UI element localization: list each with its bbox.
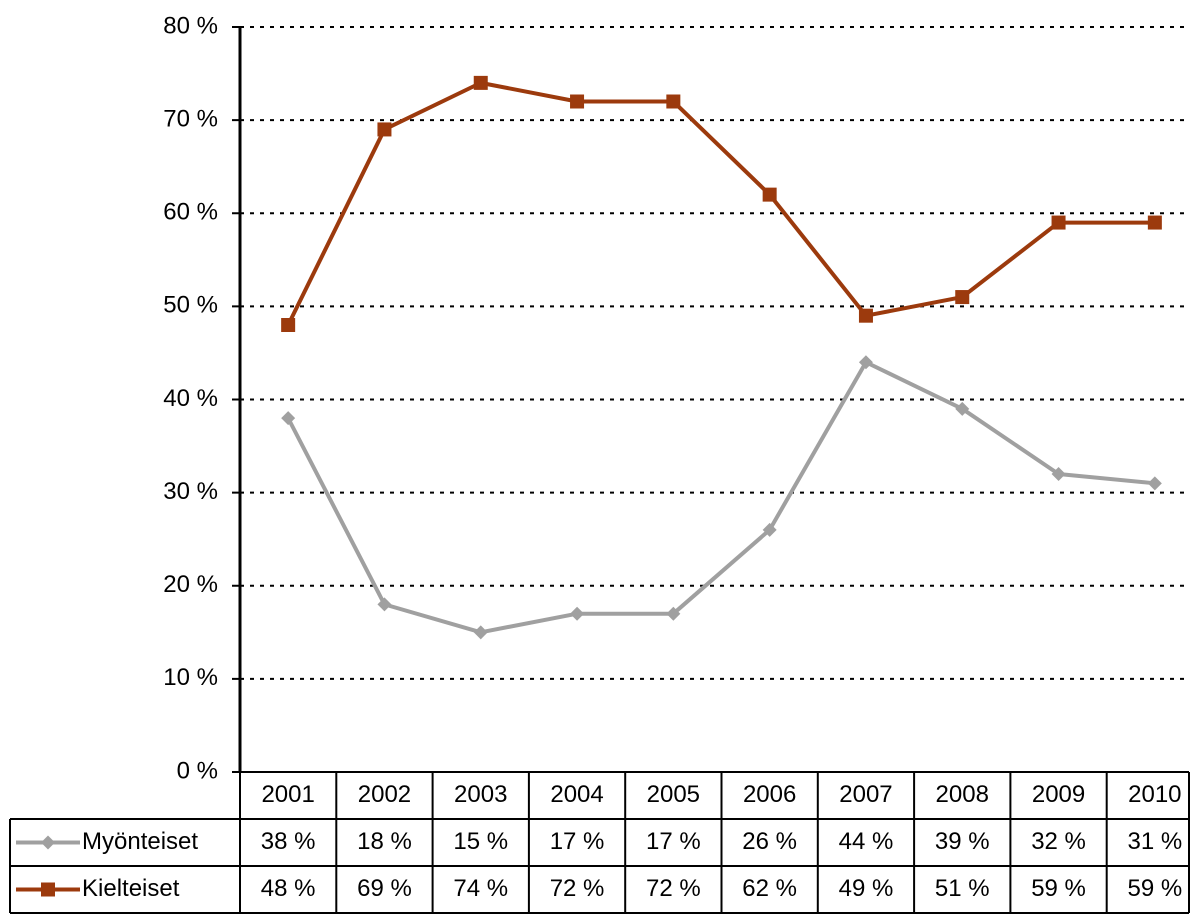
data-label: 15 %	[453, 828, 508, 855]
marker	[1147, 476, 1162, 491]
data-label: 26 %	[742, 828, 797, 855]
y-tick-label: 30 %	[163, 478, 218, 505]
legend-marker	[41, 835, 55, 850]
x-tick-label: 2008	[936, 781, 989, 808]
marker	[1051, 467, 1066, 481]
data-label: 74 %	[453, 875, 508, 902]
data-label: 38 %	[261, 828, 316, 855]
y-tick-label: 60 %	[163, 199, 218, 226]
y-tick-label: 20 %	[163, 571, 218, 598]
y-tick-label: 50 %	[163, 292, 218, 319]
marker	[666, 94, 681, 109]
data-label: 32 %	[1031, 828, 1086, 855]
series-line	[286, 80, 1155, 326]
marker	[1051, 215, 1066, 230]
x-tick-label: 2004	[550, 781, 603, 808]
data-label: 72 %	[646, 875, 701, 902]
marker	[858, 308, 873, 323]
x-tick-label: 2005	[647, 781, 700, 808]
marker	[281, 411, 296, 426]
marker	[570, 606, 585, 621]
marker	[1147, 215, 1162, 230]
marker	[858, 355, 873, 370]
data-label: 51 %	[935, 875, 990, 902]
marker	[955, 401, 970, 416]
legend-marker	[41, 882, 55, 897]
x-tick-label: 2001	[261, 781, 314, 808]
legend-label: Myönteiset	[82, 828, 198, 855]
data-label: 31 %	[1127, 828, 1182, 855]
data-label: 59 %	[1031, 875, 1086, 902]
data-label: 59 %	[1127, 875, 1182, 902]
data-label: 62 %	[742, 875, 797, 902]
marker	[377, 122, 392, 137]
data-label: 49 %	[839, 875, 894, 902]
data-label: 18 %	[357, 828, 412, 855]
y-tick-label: 0 %	[177, 757, 218, 784]
marker	[377, 597, 392, 612]
marker	[570, 94, 585, 109]
data-label: 48 %	[261, 875, 316, 902]
x-tick-label: 2010	[1128, 781, 1181, 808]
marker	[955, 290, 970, 305]
x-tick-label: 2009	[1032, 781, 1085, 808]
data-label: 17 %	[646, 828, 701, 855]
data-label: 69 %	[357, 875, 412, 902]
x-tick-label: 2003	[454, 781, 507, 808]
y-tick-label: 70 %	[163, 105, 218, 132]
x-tick-label: 2007	[839, 781, 892, 808]
series-line	[286, 360, 1156, 635]
marker	[666, 606, 681, 621]
marker	[473, 75, 488, 90]
marker	[762, 522, 777, 537]
x-tick-label: 2002	[358, 781, 411, 808]
y-tick-label: 10 %	[163, 664, 218, 691]
y-tick-label: 40 %	[163, 385, 218, 412]
marker	[473, 625, 488, 640]
data-label: 44 %	[839, 828, 894, 855]
marker	[281, 318, 296, 332]
data-label: 17 %	[550, 828, 605, 855]
x-tick-label: 2006	[743, 781, 796, 808]
data-label: 72 %	[550, 875, 605, 902]
data-label: 39 %	[935, 828, 990, 855]
marker	[762, 187, 777, 202]
legend-label: Kielteiset	[82, 875, 180, 902]
y-tick-label: 80 %	[163, 12, 218, 39]
